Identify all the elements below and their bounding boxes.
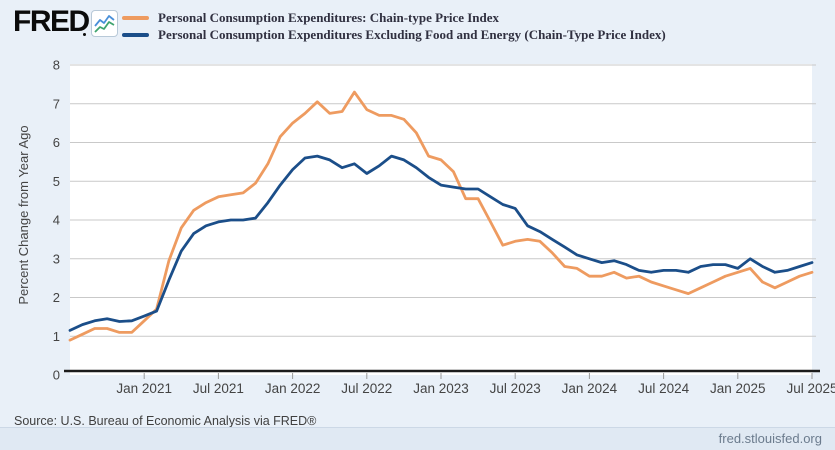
x-tick-label-2: Jan 2022 [265, 381, 321, 396]
footer-bar: fred.stlouisfed.org [0, 427, 835, 450]
y-tick-label-7: 7 [53, 96, 60, 111]
y-tick-label-4: 4 [53, 213, 60, 228]
y-tick-label-2: 2 [53, 290, 60, 305]
legend-label-core: Personal Consumption Expenditures Exclud… [158, 26, 666, 42]
series-swatch-core [122, 32, 149, 37]
x-tick-label-7: Jul 2024 [638, 381, 690, 396]
x-tick-label-4: Jan 2023 [413, 381, 469, 396]
x-tick-label-8: Jan 2025 [710, 381, 766, 396]
y-tick-label-5: 5 [53, 174, 60, 189]
series-swatch-headline [122, 15, 149, 20]
legend-item-pce-core: Personal Consumption Expenditures Exclud… [122, 26, 666, 43]
fred-logo-trademark-dot [83, 33, 86, 36]
x-tick-label-6: Jan 2024 [562, 381, 618, 396]
series-line-pce-core [68, 154, 814, 332]
legend-label-headline: Personal Consumption Expenditures: Chain… [158, 9, 500, 25]
x-tick-label-1: Jul 2021 [193, 381, 244, 396]
y-tick-label-1: 1 [53, 329, 60, 344]
y-tick-label-8: 8 [53, 58, 60, 73]
y-tick-label-0: 0 [53, 368, 60, 383]
legend-item-pce-headline: Personal Consumption Expenditures: Chain… [122, 9, 666, 26]
fred-site-link[interactable]: fred.stlouisfed.org [718, 431, 822, 446]
x-tick-label-3: Jul 2022 [341, 381, 392, 396]
source-note: Source: U.S. Bureau of Economic Analysis… [14, 414, 317, 428]
y-tick-label-6: 6 [53, 135, 60, 150]
chart-legend: Personal Consumption Expenditures: Chain… [122, 9, 666, 43]
x-tick-label-9: Jul 2025 [786, 381, 835, 396]
fred-logo: FRED [13, 5, 90, 38]
x-tick-label-0: Jan 2021 [116, 381, 172, 396]
series-line-pce-headline [68, 90, 814, 342]
plot-area: 0 1 2 3 4 5 6 7 8 Jan 2021 Jul 2021 Jan 2022 Jul 202… [53, 58, 835, 397]
fred-chart-icon [91, 10, 118, 37]
y-tick-label-3: 3 [53, 251, 60, 266]
x-tick-label-5: Jul 2023 [490, 381, 541, 396]
